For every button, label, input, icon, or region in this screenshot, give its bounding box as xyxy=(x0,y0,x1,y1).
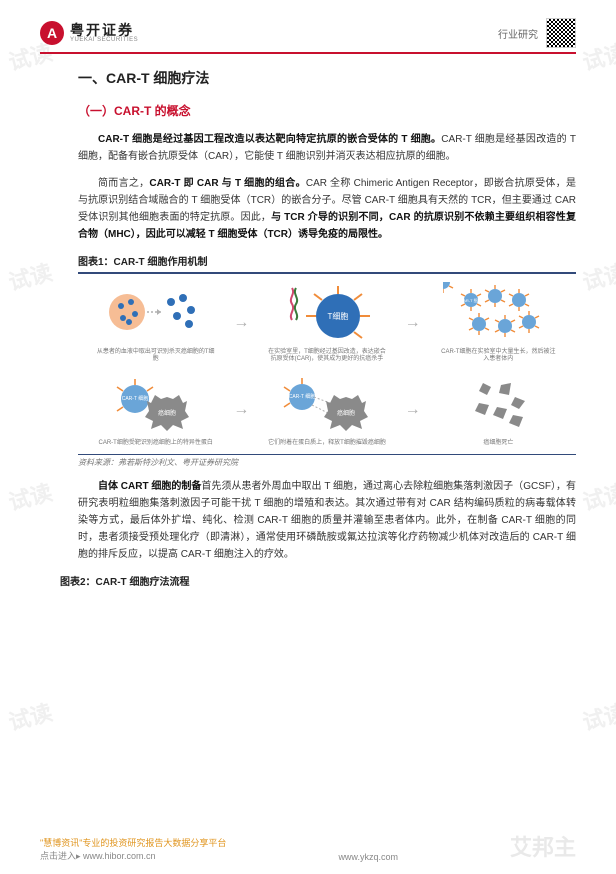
figure1-source: 资料来源：弗若斯特沙利文、粤开证券研究院 xyxy=(78,457,576,468)
logo-en: YUEKAI SECURITIES xyxy=(70,37,138,43)
diagram-cart-expand-icon: CAR-T 细胞 xyxy=(443,282,553,346)
fig1-cap-5: 它们附着在蛋白质上，释放T细胞摧毁癌细胞 xyxy=(268,440,386,447)
watermark: 试读 xyxy=(5,695,56,737)
diagram-cart-attack-icon: CAR-T 细胞 癌细胞 xyxy=(272,373,382,437)
p2-b: CAR-T 即 CAR 与 T 细胞的组合。 xyxy=(149,178,305,189)
arrow-icon: → xyxy=(401,401,425,419)
diagram-cancer-death-icon xyxy=(443,373,553,437)
fig1-cell-5: CAR-T 细胞 癌细胞 它们附着在蛋白质上，释放T细胞摧毁癌细胞 xyxy=(253,373,400,447)
figure2-title: 图表2：CAR-T 细胞疗法流程 xyxy=(60,573,576,588)
qr-icon xyxy=(546,18,576,48)
fig1-cap-6: 癌细胞死亡 xyxy=(483,440,513,447)
arrow-icon: → xyxy=(229,401,253,419)
p1-lead: CAR-T 细胞是经过基因工程改造以表达靶向特定抗原的嵌合受体的 T 细胞。 xyxy=(98,134,441,145)
footer-url: www.ykzq.com xyxy=(338,852,398,862)
tcell-label: T细胞 xyxy=(328,311,349,321)
footer-left-sub: 点击进入▸ www.hibor.com.cn xyxy=(40,849,226,862)
logo: A 粤开证券 YUEKAI SECURITIES xyxy=(40,21,138,45)
arrow-icon: → xyxy=(229,314,253,332)
footer-left: "慧博资讯"专业的投资研究报告大数据分享平台 点击进入▸ www.hibor.c… xyxy=(40,836,226,862)
header-right: 行业研究 xyxy=(498,18,576,48)
fig1-cap-1: 从患者的血液中取出可识别杀灭癌细胞的T细胞 xyxy=(96,349,216,363)
fig1-cell-6: 癌细胞死亡 xyxy=(425,373,572,447)
paragraph-3: 自体 CART 细胞的制备首先须从患者外周血中取出 T 细胞，通过离心去除粒细胞… xyxy=(78,478,576,563)
paragraph-2: 简而言之，CAR-T 即 CAR 与 T 细胞的组合。CAR 全称 Chimer… xyxy=(78,175,576,243)
p3-rest: 首先须从患者外周血中取出 T 细胞，通过离心去除粒细胞集落刺激因子（GCSF），… xyxy=(78,481,576,560)
fig1-cap-4: CAR-T细胞受靶识别癌细胞上的特异性蛋白 xyxy=(98,440,212,447)
page: A 粤开证券 YUEKAI SECURITIES 行业研究 一、CAR-T 细胞… xyxy=(0,0,616,632)
arrow-icon: → xyxy=(401,314,425,332)
p3-lead: 自体 CART 细胞的制备 xyxy=(98,481,201,492)
logo-icon: A xyxy=(40,21,64,45)
paragraph-1: CAR-T 细胞是经过基因工程改造以表达靶向特定抗原的嵌合受体的 T 细胞。CA… xyxy=(78,131,576,165)
fig1-cell-3: CAR-T 细胞 CAR-T细胞在实验室中大量生长，然后被注入患者体内 xyxy=(425,282,572,363)
fig1-cap-2: 在实验室里，T细胞经过基因改造，表达嵌合抗原受体(CAR)，使其成为更好的抗癌杀… xyxy=(267,349,387,363)
heading-1: 一、CAR-T 细胞疗法 xyxy=(78,68,576,88)
footer-left-main: "慧博资讯"专业的投资研究报告大数据分享平台 xyxy=(40,836,226,849)
fig1-cell-2: T细胞 在实验室里，T细胞经过基因改造，表达嵌合抗原受体(CAR)，使其成为更好… xyxy=(253,282,400,363)
footer-watermark: 艾邦主 xyxy=(510,830,576,862)
category-label: 行业研究 xyxy=(498,26,538,41)
cancer-label: 癌细胞 xyxy=(337,409,355,417)
page-header: A 粤开证券 YUEKAI SECURITIES 行业研究 xyxy=(40,18,576,48)
diagram-tcell-engineering-icon: T细胞 xyxy=(272,282,382,346)
cancer-label: 癌细胞 xyxy=(158,409,176,417)
cart-label: CAR-T 细胞 xyxy=(121,395,148,402)
fig1-cell-1: 从患者的血液中取出可识别杀灭癌细胞的T细胞 xyxy=(82,282,229,363)
diagram-cart-target-icon: CAR-T 细胞 癌细胞 xyxy=(101,373,211,437)
fig1-cap-3: CAR-T细胞在实验室中大量生长，然后被注入患者体内 xyxy=(438,349,558,363)
watermark: 试读 xyxy=(579,695,616,737)
p2-a: 简而言之， xyxy=(98,178,149,189)
fig1-cell-4: CAR-T 细胞 癌细胞 CAR-T细胞受靶识别癌细胞上的特异性蛋白 xyxy=(82,373,229,447)
cart-label: CAR-T 细胞 xyxy=(461,297,482,303)
cart-label: CAR-T 细胞 xyxy=(289,393,316,400)
heading-2: （一）CAR-T 的概念 xyxy=(78,102,576,119)
page-footer: "慧博资讯"专业的投资研究报告大数据分享平台 点击进入▸ www.hibor.c… xyxy=(0,830,616,862)
logo-cn: 粤开证券 xyxy=(70,23,138,37)
header-rule xyxy=(40,52,576,54)
figure1: 从患者的血液中取出可识别杀灭癌细胞的T细胞 → T细胞 在实验室里，T细胞经过基… xyxy=(78,272,576,455)
figure1-title: 图表1：CAR-T 细胞作用机制 xyxy=(78,253,576,268)
diagram-blood-tcells-icon xyxy=(101,282,211,346)
